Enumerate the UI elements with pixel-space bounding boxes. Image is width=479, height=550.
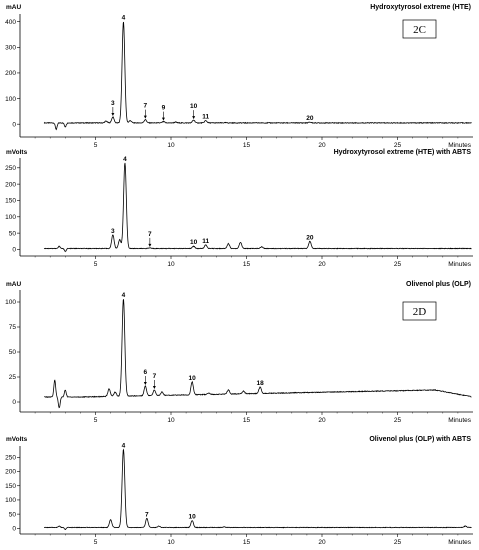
peak-arrow-head — [143, 115, 147, 119]
x-tick-label: 25 — [394, 539, 402, 546]
series-trace — [43, 448, 472, 530]
y-tick-label: 100 — [5, 299, 16, 306]
peak-label: 7 — [145, 511, 149, 518]
panel-id-label: 2C — [413, 24, 426, 36]
panel-id-box — [402, 19, 437, 39]
peak-label: 11 — [202, 114, 209, 121]
peak-arrow-head — [192, 116, 196, 120]
y-tick-label: 50 — [9, 230, 17, 237]
y-tick-label: 150 — [5, 483, 16, 490]
y-tick-label: 100 — [5, 214, 16, 221]
chart-title: Hydroxytyrosol extreme (HTE) — [370, 4, 471, 11]
x-tick-label: 10 — [167, 539, 175, 546]
x-axis-label: Minutes — [448, 261, 472, 268]
x-tick-label: 5 — [94, 539, 98, 546]
peak-label: 4 — [122, 292, 126, 299]
series-trace — [43, 162, 472, 253]
peak-arrow-head — [143, 382, 147, 385]
peak-label: 10 — [189, 513, 197, 520]
x-tick-label: 20 — [318, 261, 326, 268]
x-tick-label: 15 — [243, 539, 251, 546]
x-axis-label: Minutes — [448, 539, 472, 546]
x-tick-label: 20 — [318, 539, 326, 546]
y-tick-label: 200 — [5, 181, 16, 188]
chart-title: Hydroxytyrosol extreme (HTE) with ABTS — [334, 149, 472, 156]
x-axis-label: Minutes — [448, 417, 472, 424]
y-tick-label: 0 — [12, 247, 16, 254]
peak-label: 4 — [122, 15, 126, 22]
x-tick-label: 25 — [394, 417, 402, 424]
peak-label: 7 — [153, 373, 157, 380]
peak-label: 10 — [190, 239, 198, 246]
y-tick-label: 250 — [5, 165, 16, 172]
peak-label: 3 — [111, 228, 115, 235]
y-tick-label: 50 — [9, 349, 17, 356]
x-tick-label: 10 — [167, 261, 175, 268]
y-tick-label: 50 — [9, 511, 17, 518]
x-tick-label: 10 — [167, 142, 175, 149]
y-tick-label: 100 — [5, 96, 16, 103]
chart-panel-2: mVolts Hydroxytyrosol extreme (HTE) with … — [5, 149, 473, 268]
peak-label: 6 — [144, 369, 148, 376]
peak-label: 20 — [306, 234, 314, 241]
y-axis-label: mAU — [6, 281, 21, 288]
y-tick-label: 200 — [5, 469, 16, 476]
y-axis-label: mVolts — [6, 149, 28, 156]
x-tick-label: 5 — [94, 261, 98, 268]
peak-arrow-head — [152, 386, 156, 389]
peak-arrow-head — [111, 113, 115, 117]
x-tick-label: 10 — [167, 417, 175, 424]
x-tick-label: 5 — [94, 417, 98, 424]
y-tick-label: 200 — [5, 70, 16, 77]
x-tick-label: 15 — [243, 417, 251, 424]
x-axis-label: Minutes — [448, 142, 472, 149]
peak-label: 18 — [256, 380, 264, 387]
peak-label: 7 — [144, 103, 148, 110]
y-axis-label: mAU — [6, 4, 21, 11]
y-tick-label: 75 — [9, 324, 17, 331]
peak-arrow-head — [161, 117, 165, 121]
peak-label: 11 — [202, 238, 209, 245]
series-trace — [44, 299, 472, 409]
peak-label: 4 — [122, 442, 126, 449]
peak-label: 10 — [190, 103, 198, 110]
x-tick-label: 15 — [243, 142, 251, 149]
chart-panel-1: mAU Hydroxytyrosol extreme (HTE) 2C 0 100 200… — [5, 4, 473, 149]
chart-panel-3: mAU Olivenol plus (OLP) 2D 0 25 50 75 100 5 10 15 2… — [5, 281, 473, 424]
y-tick-label: 0 — [12, 399, 16, 406]
y-tick-label: 0 — [12, 121, 16, 128]
x-tick-label: 25 — [394, 261, 402, 268]
x-tick-label: 20 — [318, 417, 326, 424]
x-tick-label: 25 — [394, 142, 402, 149]
x-tick-label: 15 — [243, 261, 251, 268]
panel-id-box — [402, 301, 437, 321]
panel-id-label: 2D — [413, 306, 427, 318]
y-axis-label: mVolts — [6, 436, 28, 443]
chart-title: Olivenol plus (OLP) — [406, 281, 471, 288]
peak-label: 9 — [162, 105, 166, 112]
peak-label: 20 — [306, 115, 314, 122]
peak-label: 7 — [148, 231, 152, 238]
x-tick-label: 20 — [318, 142, 326, 149]
y-tick-label: 300 — [5, 45, 16, 52]
peak-label: 10 — [189, 375, 197, 382]
peak-label: 4 — [123, 156, 127, 163]
chart-title: Olivenol plus (OLP) with ABTS — [369, 436, 471, 443]
peak-arrow-head — [148, 243, 152, 247]
x-tick-label: 5 — [94, 142, 98, 149]
chart-panel-4: mVolts Olivenol plus (OLP) with ABTS 0 50 10… — [5, 436, 473, 546]
y-tick-label: 250 — [5, 455, 16, 462]
peak-label: 3 — [111, 100, 115, 107]
y-tick-label: 0 — [12, 526, 16, 533]
y-tick-label: 400 — [5, 19, 16, 26]
y-tick-label: 150 — [5, 198, 16, 205]
series-trace — [43, 21, 472, 131]
y-tick-label: 25 — [9, 374, 17, 381]
y-tick-label: 100 — [5, 497, 16, 504]
